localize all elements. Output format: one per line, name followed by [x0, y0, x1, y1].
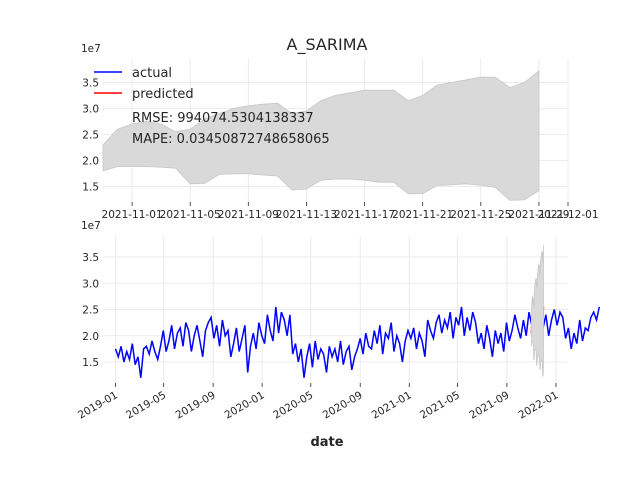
y-tick-label: 3.0	[82, 278, 99, 290]
y-tick-label: 3.0	[82, 103, 99, 115]
x-axis-label: date	[310, 435, 343, 450]
x-tick-label: 2020-01	[223, 389, 267, 421]
y-tick-label: 2.0	[82, 331, 99, 343]
y-tick-label: 1.5	[82, 357, 99, 369]
x-tick-label: 2020-09	[321, 389, 365, 421]
y-tick-label: 2.0	[82, 155, 99, 167]
x-tick-label: 2019-05	[124, 389, 168, 421]
y-tick-label: 3.5	[82, 77, 99, 89]
x-tick-label: 2021-11-09	[218, 209, 279, 221]
confidence-band	[102, 70, 540, 201]
x-tick-label: 2021-11-25	[450, 209, 511, 221]
x-tick-label: 2020-05	[271, 389, 315, 421]
x-tick-label: 2021-11-13	[276, 209, 337, 221]
metric-annotation: MAPE: 0.03450872748658065	[132, 132, 330, 147]
x-tick-label: 2021-11-05	[160, 209, 221, 221]
forecast-plot: 1.52.02.53.03.52021-11-012021-11-052021-…	[81, 43, 599, 221]
legend-label-predicted: predicted	[132, 87, 194, 102]
x-tick-label: 2019-09	[174, 389, 218, 421]
chart-title: A_SARIMA	[287, 35, 368, 55]
confidence-band	[531, 245, 544, 378]
x-tick-label: 2021-11-29	[508, 209, 569, 221]
x-tick-label: 2021-05	[418, 389, 462, 421]
y-tick-label: 3.5	[82, 252, 99, 264]
legend-label-actual: actual	[132, 66, 172, 81]
y-tick-label: 2.5	[82, 129, 99, 141]
y-offset-label: 1e7	[81, 220, 101, 232]
y-offset-label: 1e7	[81, 43, 101, 55]
x-tick-label: 2022-01	[516, 389, 560, 421]
x-tick-label: 2019-01	[76, 389, 120, 421]
series-line-actual	[114, 306, 601, 378]
metric-annotation: RMSE: 994074.5304138337	[132, 111, 314, 126]
x-tick-label: 2021-01	[370, 389, 414, 421]
y-tick-label: 1.5	[82, 181, 99, 193]
x-tick-label: 2021-12-01	[537, 209, 598, 221]
y-tick-label: 2.5	[82, 305, 99, 317]
x-tick-label: 2021-11-01	[102, 209, 163, 221]
x-tick-label: 2021-09	[467, 389, 511, 421]
x-tick-label: 2021-11-17	[334, 209, 395, 221]
x-tick-label: 2021-11-21	[392, 209, 453, 221]
